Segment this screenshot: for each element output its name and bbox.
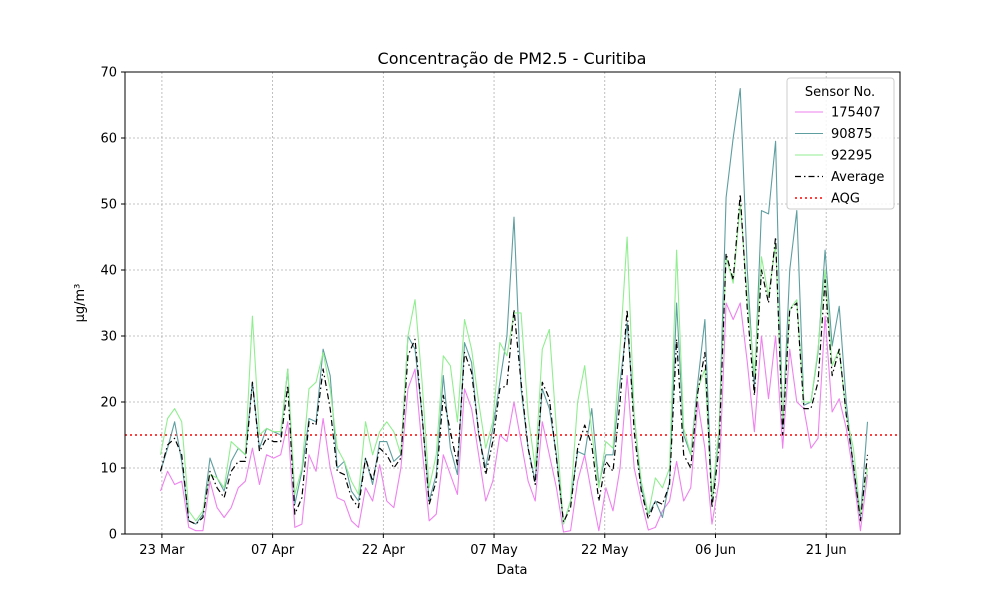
- chart-title: Concentração de PM2.5 - Curitiba: [378, 49, 647, 68]
- legend-label-average: Average: [831, 170, 884, 185]
- x-tick-label: 22 Apr: [362, 543, 406, 558]
- legend: Sensor No. 175407 90875 92295 Average AQG: [786, 77, 895, 210]
- y-tick-label: 0: [109, 528, 117, 543]
- y-axis-label: µg/m³: [73, 284, 88, 323]
- x-tick-label: 07 Apr: [251, 543, 295, 558]
- x-axis-ticks: 23 Mar 07 Apr 22 Apr 07 May 22 May 06 Jun 21 J…: [139, 534, 847, 558]
- y-tick-label: 60: [100, 132, 117, 147]
- series-line-90875: [159, 87, 869, 525]
- x-tick-label: 23 Mar: [139, 543, 185, 558]
- legend-label-175407: 175407: [831, 106, 881, 121]
- x-tick-label: 06 Jun: [695, 543, 736, 558]
- y-tick-label: 10: [100, 462, 117, 477]
- plot-frame: [124, 71, 901, 535]
- legend-title: Sensor No.: [805, 85, 875, 100]
- y-axis-ticks: 0 10 20 30 40 50 60 70: [100, 66, 125, 543]
- legend-label-90875: 90875: [831, 127, 872, 142]
- series-lines: [159, 87, 869, 533]
- series-line-average: [159, 193, 869, 525]
- x-axis-label: Data: [496, 563, 527, 578]
- y-tick-label: 70: [100, 66, 117, 81]
- series-line-92295: [159, 203, 869, 525]
- grid-lines: [125, 71, 900, 535]
- y-tick-label: 20: [100, 396, 117, 411]
- x-tick-label: 07 May: [470, 543, 518, 558]
- y-tick-label: 30: [100, 330, 117, 345]
- legend-label-aqg: AQG: [831, 192, 860, 207]
- series-line-175407: [159, 302, 869, 533]
- x-tick-label: 22 May: [581, 543, 629, 558]
- x-tick-label: 21 Jun: [806, 543, 847, 558]
- legend-label-92295: 92295: [831, 149, 872, 164]
- y-tick-label: 50: [100, 198, 117, 213]
- y-tick-label: 40: [100, 264, 117, 279]
